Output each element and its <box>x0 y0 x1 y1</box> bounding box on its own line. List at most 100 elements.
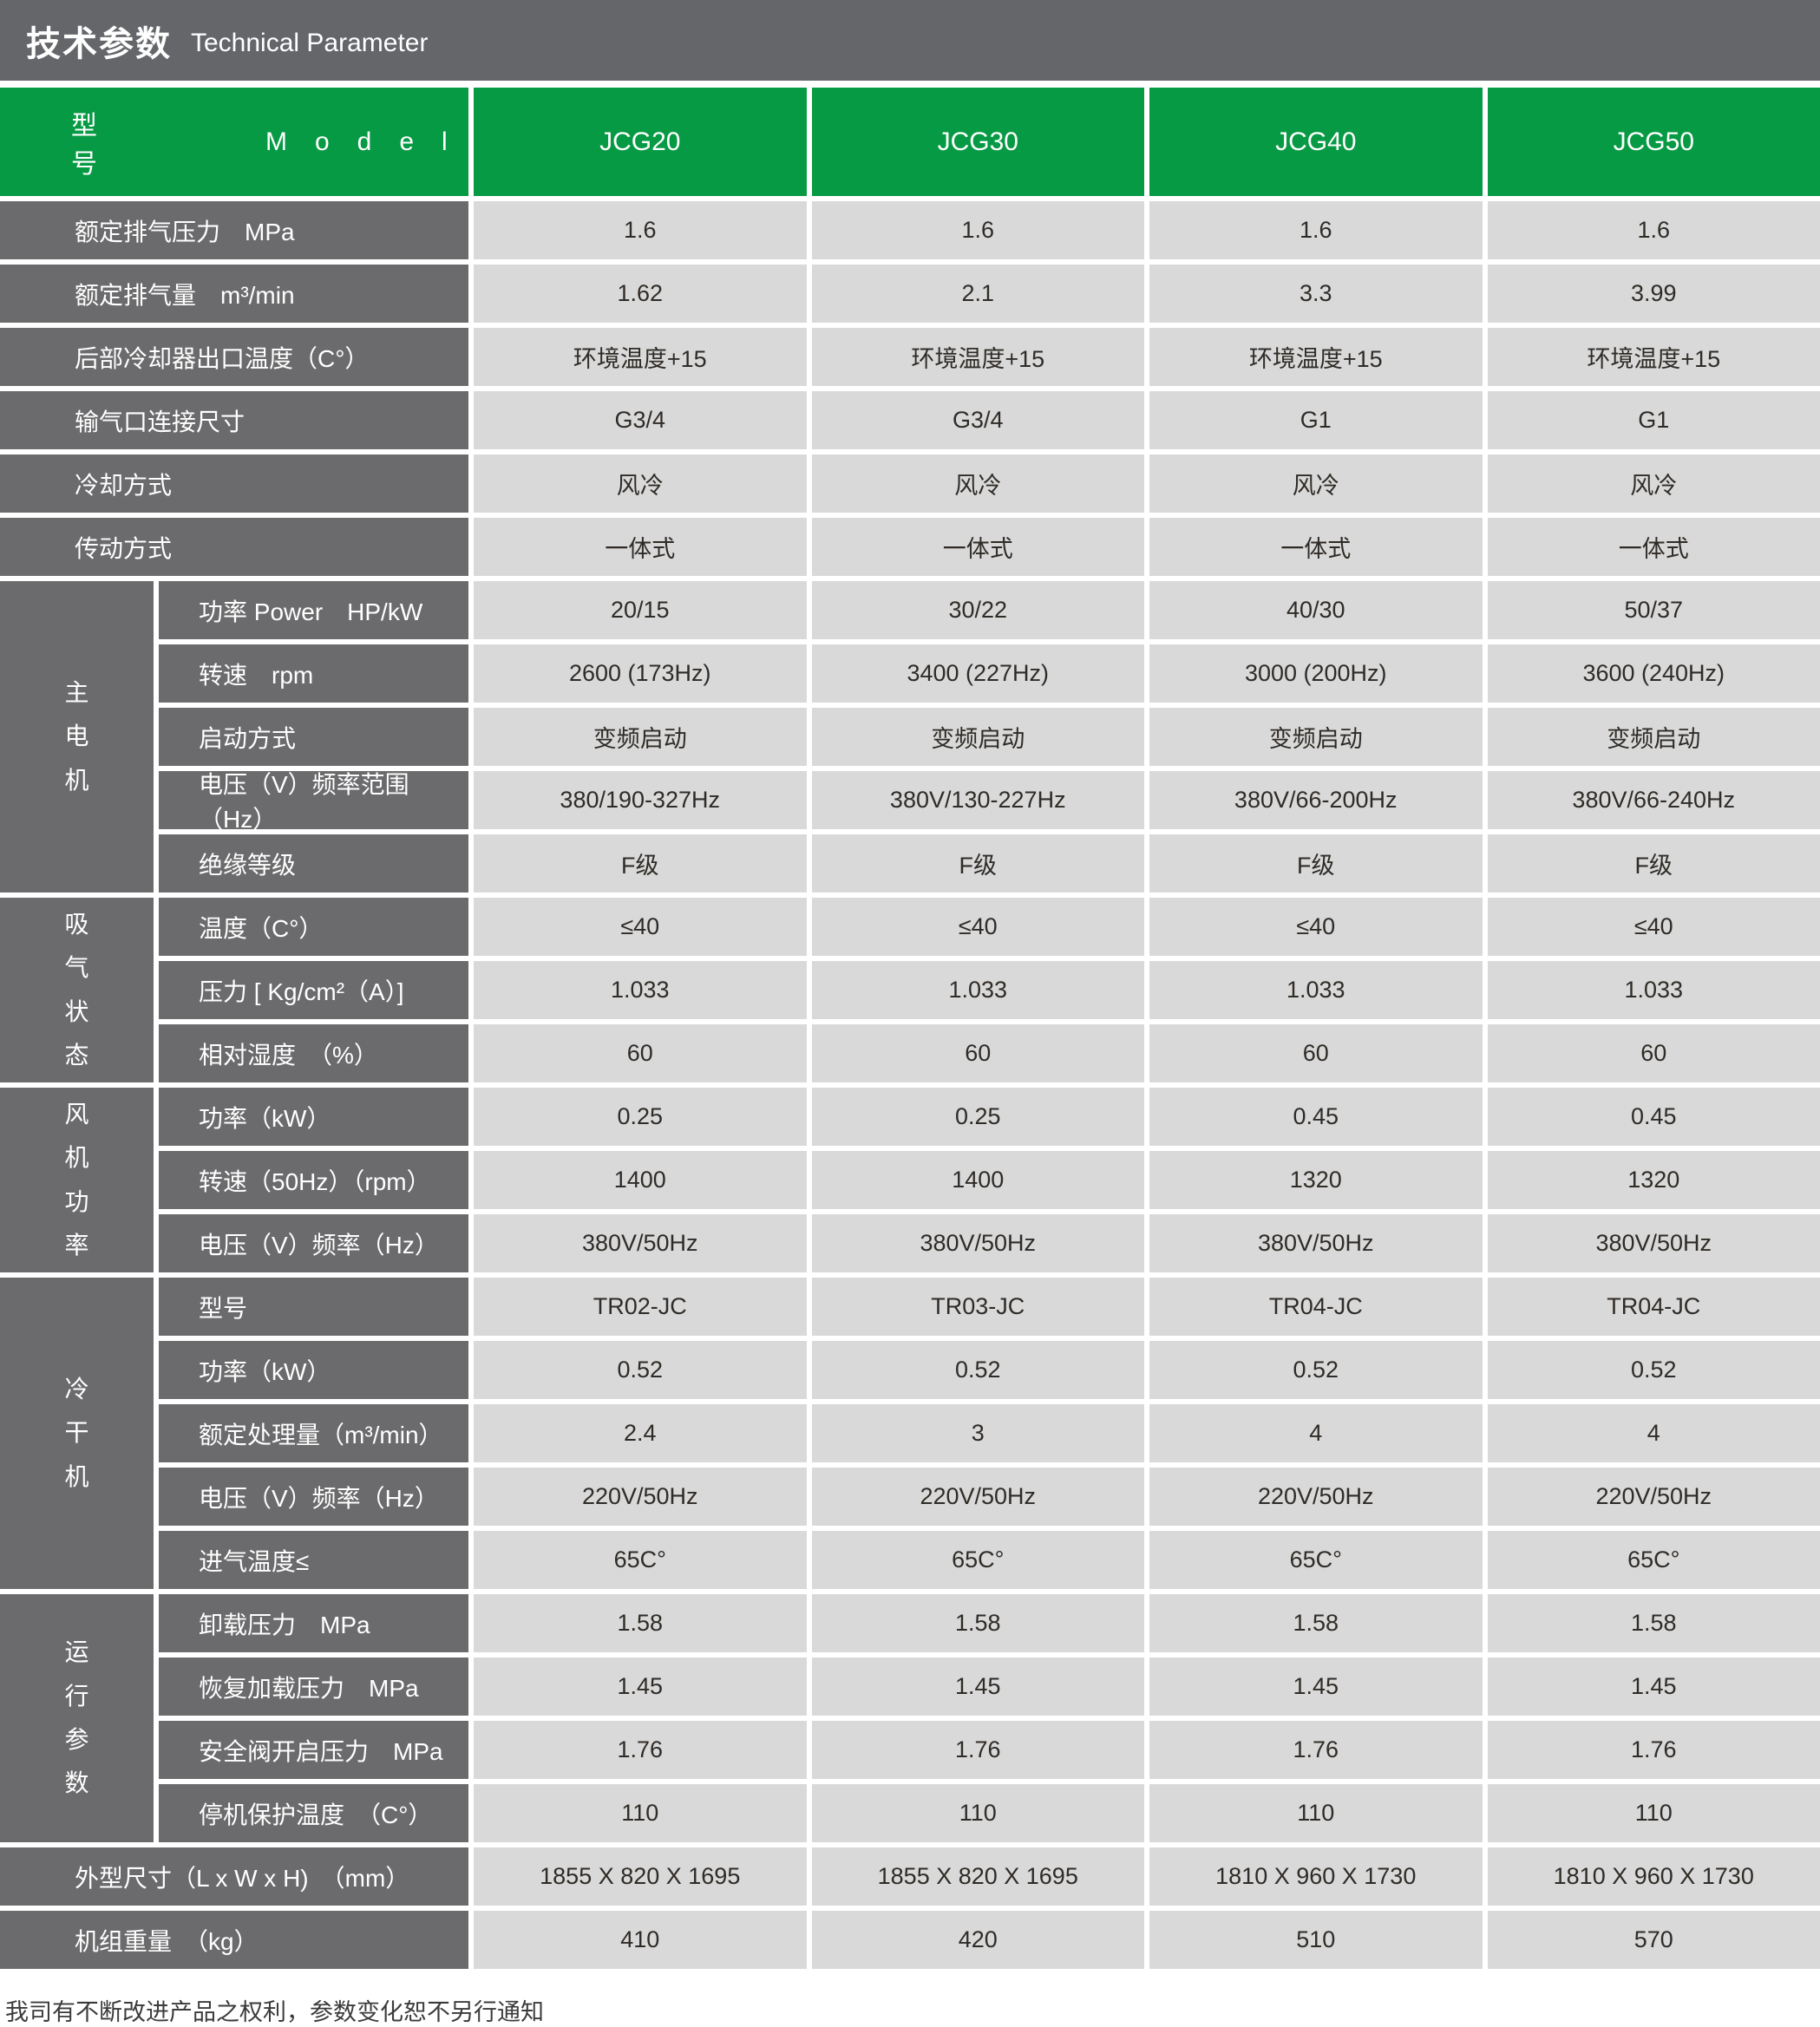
row-label: 机组重量 （kg） <box>0 1911 468 1969</box>
value-cell: TR03-JC <box>812 1278 1145 1336</box>
value-cell: F级 <box>1488 834 1820 893</box>
value-cell: 380V/50Hz <box>474 1214 807 1272</box>
value-cell: 一体式 <box>812 518 1145 576</box>
value-cell: 3.99 <box>1488 265 1820 323</box>
model-header-cell: JCG50 <box>1488 88 1820 196</box>
value-cell: 65C° <box>1488 1531 1820 1589</box>
value-cell: 40/30 <box>1149 581 1483 639</box>
technical-parameter-table: 型 号 Model JCG20 JCG30 JCG40 JCG50 额定排气压力… <box>0 88 1820 1969</box>
value-cell: 110 <box>812 1784 1145 1842</box>
row-label: 电压（V）频率（Hz） <box>159 1468 468 1526</box>
value-cell: 60 <box>1488 1024 1820 1082</box>
value-cell: 60 <box>1149 1024 1483 1082</box>
value-cell: 570 <box>1488 1911 1820 1969</box>
row-label: 转速 rpm <box>159 644 468 703</box>
value-cell: 0.52 <box>812 1341 1145 1399</box>
row-label: 卸载压力 MPa <box>159 1594 468 1652</box>
value-cell: 0.45 <box>1488 1088 1820 1146</box>
row-label: 输气口连接尺寸 <box>0 391 468 449</box>
value-cell: 4 <box>1149 1404 1483 1462</box>
value-cell: 风冷 <box>812 454 1145 513</box>
value-cell: 1.033 <box>1149 961 1483 1019</box>
value-cell: 220V/50Hz <box>812 1468 1145 1526</box>
value-cell: 0.25 <box>474 1088 807 1146</box>
footer-note: 我司有不断改进产品之权利，参数变化恕不另行通知 <box>5 1993 1820 2027</box>
value-cell: 1.58 <box>1149 1594 1483 1652</box>
value-cell: TR02-JC <box>474 1278 807 1336</box>
value-cell: 变频启动 <box>812 708 1145 766</box>
value-cell: 环境温度+15 <box>1488 328 1820 386</box>
value-cell: 1.6 <box>1488 201 1820 259</box>
value-cell: 1320 <box>1488 1151 1820 1209</box>
row-label: 后部冷却器出口温度（C°） <box>0 328 468 386</box>
value-cell: G3/4 <box>474 391 807 449</box>
value-cell: 1.58 <box>474 1594 807 1652</box>
value-cell: 1.76 <box>1149 1721 1483 1779</box>
value-cell: G3/4 <box>812 391 1145 449</box>
value-cell: 一体式 <box>1488 518 1820 576</box>
model-header-cell: JCG20 <box>474 88 807 196</box>
value-cell: 1.45 <box>474 1658 807 1716</box>
value-cell: 风冷 <box>474 454 807 513</box>
value-cell: 65C° <box>812 1531 1145 1589</box>
value-cell: 1.033 <box>812 961 1145 1019</box>
row-label: 型号 <box>159 1278 468 1336</box>
row-label: 相对湿度 （%） <box>159 1024 468 1082</box>
value-cell: 4 <box>1488 1404 1820 1462</box>
value-cell: TR04-JC <box>1488 1278 1820 1336</box>
row-label: 恢复加载压力 MPa <box>159 1658 468 1716</box>
value-cell: ≤40 <box>1488 898 1820 956</box>
value-cell: 60 <box>474 1024 807 1082</box>
value-cell: 环境温度+15 <box>1149 328 1483 386</box>
value-cell: 1.58 <box>1488 1594 1820 1652</box>
group-label: 冷干机 <box>0 1278 154 1589</box>
value-cell: 0.25 <box>812 1088 1145 1146</box>
row-label: 电压（V）频率范围（Hz） <box>159 771 468 829</box>
value-cell: 变频启动 <box>1488 708 1820 766</box>
value-cell: 220V/50Hz <box>474 1468 807 1526</box>
row-label: 电压（V）频率（Hz） <box>159 1214 468 1272</box>
value-cell: 410 <box>474 1911 807 1969</box>
value-cell: G1 <box>1488 391 1820 449</box>
value-cell: 3 <box>812 1404 1145 1462</box>
value-cell: F级 <box>812 834 1145 893</box>
value-cell: 变频启动 <box>1149 708 1483 766</box>
row-label: 额定排气量 m³/min <box>0 265 468 323</box>
row-label: 压力 [ Kg/cm²（A）] <box>159 961 468 1019</box>
row-label: 外型尺寸（L x W x H) （mm） <box>0 1847 468 1906</box>
value-cell: TR04-JC <box>1149 1278 1483 1336</box>
value-cell: 风冷 <box>1149 454 1483 513</box>
row-label: 额定排气压力 MPa <box>0 201 468 259</box>
model-header-cell: JCG30 <box>812 88 1145 196</box>
value-cell: 3000 (200Hz) <box>1149 644 1483 703</box>
value-cell: 1400 <box>474 1151 807 1209</box>
value-cell: 风冷 <box>1488 454 1820 513</box>
value-cell: F级 <box>1149 834 1483 893</box>
value-cell: 3.3 <box>1149 265 1483 323</box>
group-label: 运行参数 <box>0 1594 154 1842</box>
value-cell: 1320 <box>1149 1151 1483 1209</box>
value-cell: 220V/50Hz <box>1488 1468 1820 1526</box>
value-cell: 一体式 <box>1149 518 1483 576</box>
value-cell: 30/22 <box>812 581 1145 639</box>
value-cell: 一体式 <box>474 518 807 576</box>
value-cell: 2.1 <box>812 265 1145 323</box>
value-cell: 2600 (173Hz) <box>474 644 807 703</box>
value-cell: 1.6 <box>474 201 807 259</box>
row-label: 安全阀开启压力 MPa <box>159 1721 468 1779</box>
row-label: 功率（kW） <box>159 1341 468 1399</box>
value-cell: 1.6 <box>1149 201 1483 259</box>
model-header-label-en: Model <box>265 128 475 157</box>
value-cell: 1855 X 820 X 1695 <box>812 1847 1145 1906</box>
value-cell: 60 <box>812 1024 1145 1082</box>
value-cell: 0.45 <box>1149 1088 1483 1146</box>
value-cell: 380V/130-227Hz <box>812 771 1145 829</box>
value-cell: 3400 (227Hz) <box>812 644 1145 703</box>
model-header-cell: JCG40 <box>1149 88 1483 196</box>
value-cell: 220V/50Hz <box>1149 1468 1483 1526</box>
value-cell: 380V/50Hz <box>812 1214 1145 1272</box>
value-cell: G1 <box>1149 391 1483 449</box>
value-cell: 50/37 <box>1488 581 1820 639</box>
row-label: 冷却方式 <box>0 454 468 513</box>
row-label: 转速（50Hz）（rpm） <box>159 1151 468 1209</box>
